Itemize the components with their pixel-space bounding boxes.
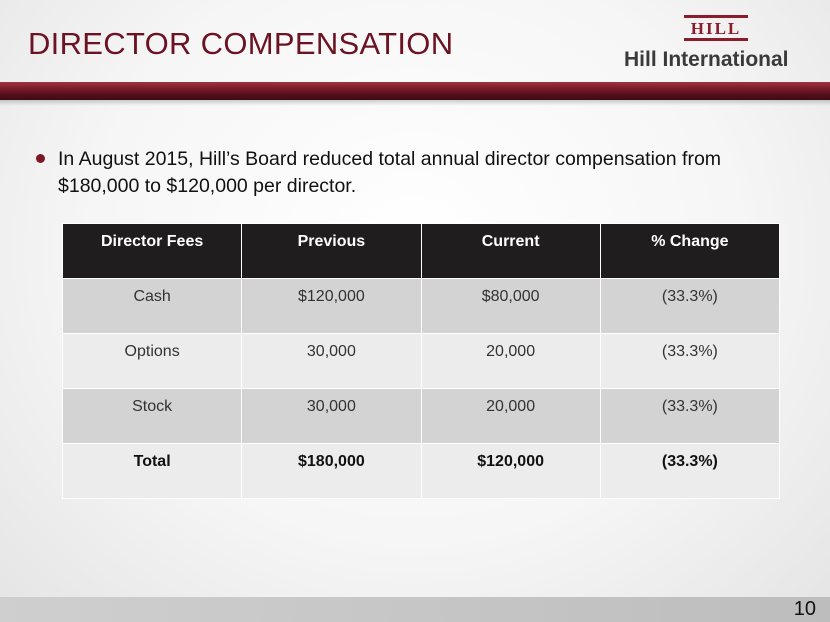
table-cell: (33.3%) [599,333,781,389]
table-cell: Options [61,333,243,389]
page-number: 10 [793,598,816,620]
table-header-row: Director Fees Previous Current % Change [61,223,781,279]
director-fees-table: Director Fees Previous Current % Change … [61,223,781,499]
column-header-previous: Previous [241,223,422,279]
table-cell: (33.3%) [599,278,781,334]
bullet-text: In August 2015, Hill’s Board reduced tot… [58,148,722,197]
table-cell: Stock [61,388,243,444]
column-header-percent-change: % Change [599,223,781,279]
table-row-options: Options 30,000 20,000 (33.3%) [61,333,781,389]
table-cell: $120,000 [420,443,601,499]
table-cell: Total [61,443,243,499]
table-cell: 30,000 [241,333,422,389]
table-cell: 30,000 [241,388,422,444]
table-cell: $80,000 [420,278,601,334]
table-row-stock: Stock 30,000 20,000 (33.3%) [61,388,781,444]
table-cell: Cash [61,278,243,334]
logo-name: Hill International [624,48,789,71]
table-row-total: Total $180,000 $120,000 (33.3%) [61,443,781,499]
column-header-director-fees: Director Fees [61,223,243,279]
column-header-current: Current [420,223,601,279]
footer-bar: 10 [0,597,830,622]
table-row-cash: Cash $120,000 $80,000 (33.3%) [61,278,781,334]
table-cell: 20,000 [420,388,601,444]
logo-mark-text: HILL [690,18,742,38]
table-cell: 20,000 [420,333,601,389]
table-cell: $180,000 [241,443,422,499]
header-divider-shadow [0,100,830,106]
table-cell: (33.3%) [599,388,781,444]
logo-mark: HILL [684,15,748,41]
table-cell: (33.3%) [599,443,781,499]
company-logo: HILL Hill International [616,12,816,72]
table-cell: $120,000 [241,278,422,334]
bullet-icon [36,154,45,163]
header-divider-bar [0,82,830,100]
page-title: DIRECTOR COMPENSATION [28,26,454,61]
